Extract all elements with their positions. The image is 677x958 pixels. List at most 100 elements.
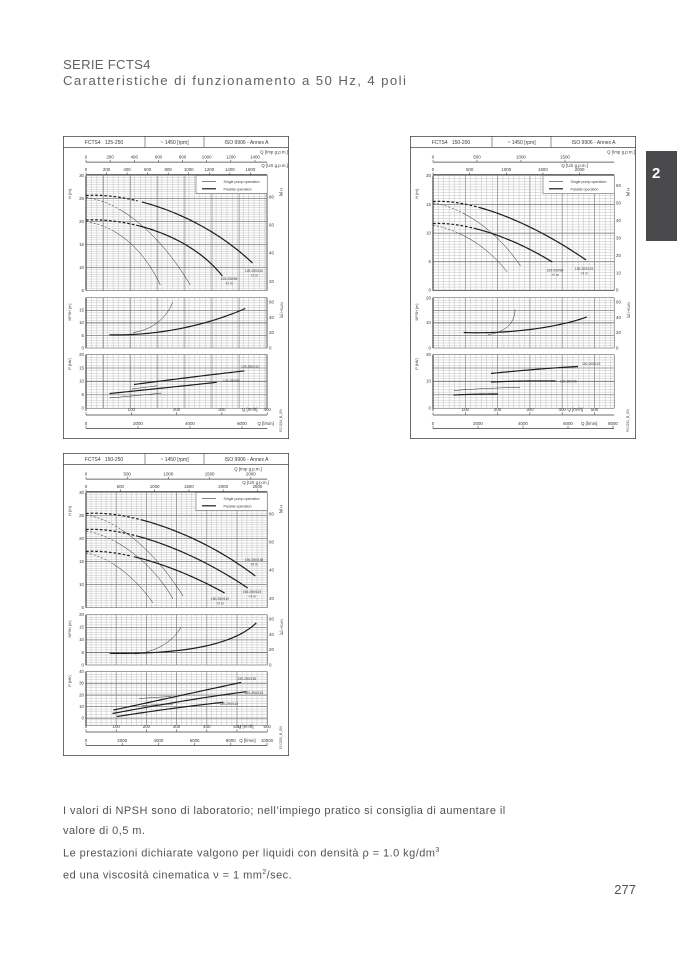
svg-text:4000: 4000 [518,421,528,426]
svg-text:80: 80 [269,194,274,199]
svg-text:0: 0 [81,662,84,667]
svg-text:150-200/96: 150-200/96 [547,269,564,273]
svg-text:800: 800 [164,167,172,172]
svg-text:FCTS4 150-250: FCTS4 150-250 [85,457,124,463]
svg-text:ISO 9906 - Annex A: ISO 9906 - Annex A [224,140,269,146]
svg-text:40: 40 [269,315,274,320]
svg-text:30: 30 [79,489,84,494]
svg-text:2000: 2000 [575,167,585,172]
svg-text:NPSH [ft]: NPSH [ft] [279,302,283,318]
svg-text:8000: 8000 [608,421,618,426]
svg-text:0: 0 [269,662,272,667]
svg-text:0: 0 [429,288,432,293]
svg-text:Q [Imp g.p.m.]: Q [Imp g.p.m.] [234,466,262,471]
svg-text:Q [Imp g.p.m.]: Q [Imp g.p.m.] [260,150,288,155]
svg-text:1500: 1500 [538,167,548,172]
svg-text:1200: 1200 [226,155,236,160]
svg-text:200: 200 [494,407,502,412]
svg-text:125-250/110: 125-250/110 [245,269,263,273]
svg-text:1400: 1400 [250,155,260,160]
svg-text:H [ft]: H [ft] [279,188,284,196]
svg-text:600: 600 [263,724,271,729]
svg-text:Q [l/min]: Q [l/min] [239,737,255,742]
svg-text:100: 100 [462,407,470,412]
svg-text:FCTS4 150-200: FCTS4 150-200 [432,140,471,146]
svg-text:0: 0 [429,345,432,350]
svg-text:0: 0 [616,345,619,350]
svg-text:1500: 1500 [184,484,194,489]
svg-text:20: 20 [616,330,621,335]
svg-text:5: 5 [81,649,84,654]
svg-text:40: 40 [79,669,84,674]
svg-text:20: 20 [79,219,84,224]
svg-text:400: 400 [123,167,131,172]
svg-text:4000: 4000 [185,421,195,426]
svg-text:1000: 1000 [502,167,512,172]
svg-text:15: 15 [79,624,84,629]
svg-text:5: 5 [429,259,432,264]
svg-text:20: 20 [426,173,431,178]
svg-text:NPSH [ft]: NPSH [ft] [627,302,631,318]
svg-text:NPSH [m]: NPSH [m] [68,620,72,637]
svg-text:Q [US g.p.m.]: Q [US g.p.m.] [562,163,589,168]
svg-text:800: 800 [179,155,187,160]
svg-text:1000: 1000 [516,155,526,160]
svg-text:150-250/138: 150-250/138 [237,677,256,681]
svg-text:300: 300 [527,407,535,412]
svg-text:40: 40 [269,631,274,636]
svg-text:150-200/96: 150-200/96 [560,380,577,384]
svg-text:10: 10 [79,637,84,642]
svg-text:0: 0 [84,155,87,160]
svg-text:150-250/123: 150-250/123 [242,590,261,594]
svg-text:150-250/123: 150-250/123 [244,691,263,695]
svg-text:0: 0 [81,406,84,411]
svg-text:Parallel operation: Parallel operation [223,187,251,191]
svg-text:15: 15 [79,365,84,370]
svg-text:100: 100 [112,724,120,729]
svg-text:30: 30 [79,680,84,685]
svg-text:1500: 1500 [204,471,214,476]
svg-text:+3 m: +3 m [581,272,589,276]
svg-text:20: 20 [79,692,84,697]
svg-text:6000: 6000 [189,737,199,742]
svg-text:Q [l/min]: Q [l/min] [581,421,597,426]
svg-text:6000: 6000 [237,421,247,426]
svg-text:2000: 2000 [133,421,143,426]
svg-text:20: 20 [426,296,431,301]
svg-text:Q [US g.p.m.]: Q [US g.p.m.] [261,163,288,168]
svg-text:20: 20 [269,279,274,284]
svg-text:8000: 8000 [226,737,236,742]
svg-text:NPSH [m]: NPSH [m] [415,304,419,321]
svg-text:20: 20 [269,647,274,652]
svg-text:20: 20 [269,330,274,335]
svg-text:~ 1450 [rpm]: ~ 1450 [rpm] [160,457,189,463]
svg-text:5: 5 [81,392,84,397]
svg-text:20: 20 [79,612,84,617]
svg-text:60: 60 [269,616,274,621]
svg-text:FC0250_B_EN: FC0250_B_EN [626,409,630,432]
svg-text:2000: 2000 [117,737,127,742]
svg-text:10: 10 [426,231,431,236]
svg-text:2000: 2000 [473,421,483,426]
svg-text:ISO 9906 - Annex A: ISO 9906 - Annex A [572,140,617,146]
svg-text:Parallel operation: Parallel operation [571,187,599,191]
svg-text:Single pump operation: Single pump operation [223,497,259,501]
svg-text:600: 600 [154,155,162,160]
svg-text:15: 15 [79,242,84,247]
svg-text:10000: 10000 [261,737,274,742]
svg-text:200: 200 [103,167,111,172]
svg-text:5: 5 [81,288,84,293]
svg-text:15: 15 [79,558,84,563]
svg-text:FCTS4 125-250: FCTS4 125-250 [85,140,124,146]
svg-text:400: 400 [203,724,211,729]
svg-text:1400: 1400 [225,167,235,172]
svg-text:1200: 1200 [204,167,214,172]
svg-text:150-250/110: 150-250/110 [211,597,229,601]
svg-text:1600: 1600 [245,167,255,172]
svg-text:0: 0 [432,155,435,160]
svg-text:0: 0 [84,421,87,426]
svg-text:60: 60 [616,183,621,188]
svg-text:20: 20 [79,535,84,540]
svg-text:~ 1450 [rpm]: ~ 1450 [rpm] [160,140,189,146]
svg-text:1000: 1000 [201,155,211,160]
